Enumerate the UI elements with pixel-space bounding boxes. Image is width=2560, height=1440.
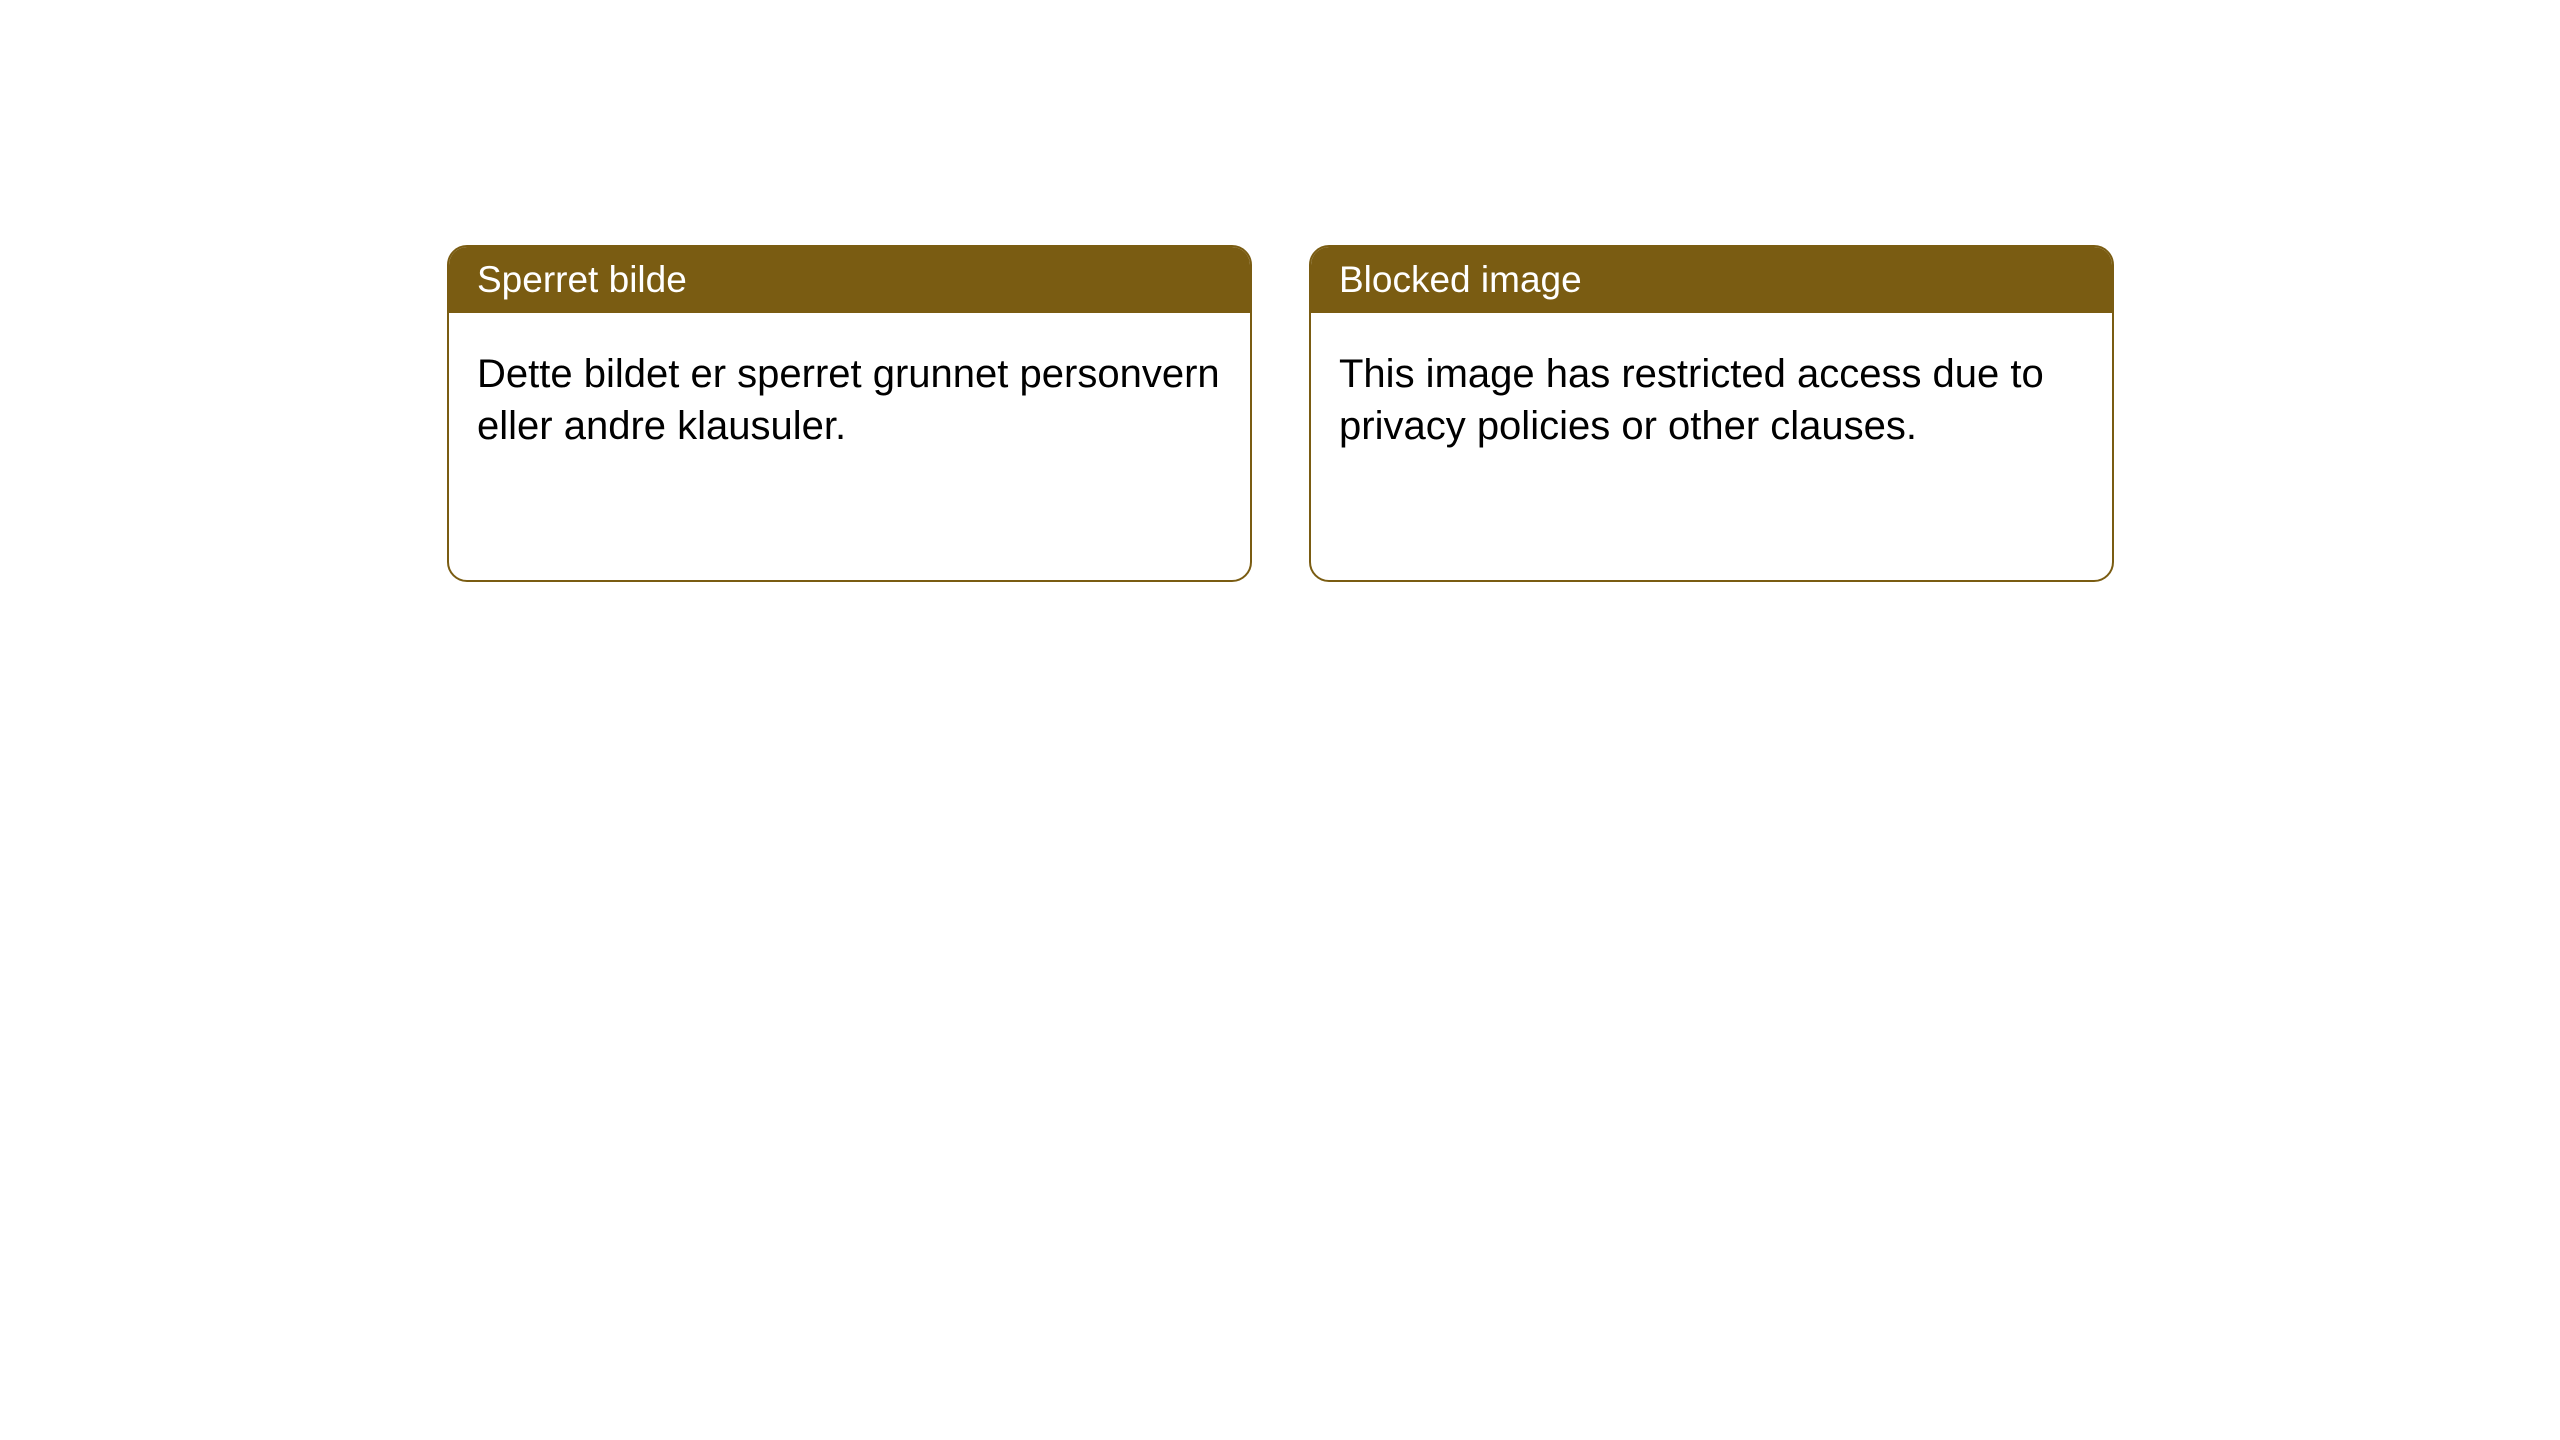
notice-header-no: Sperret bilde [449,247,1250,313]
notice-header-en: Blocked image [1311,247,2112,313]
notice-card-no: Sperret bilde Dette bildet er sperret gr… [447,245,1252,582]
notice-body-no: Dette bildet er sperret grunnet personve… [449,313,1250,487]
notice-body-en: This image has restricted access due to … [1311,313,2112,487]
notice-card-en: Blocked image This image has restricted … [1309,245,2114,582]
notice-container: Sperret bilde Dette bildet er sperret gr… [447,245,2114,582]
